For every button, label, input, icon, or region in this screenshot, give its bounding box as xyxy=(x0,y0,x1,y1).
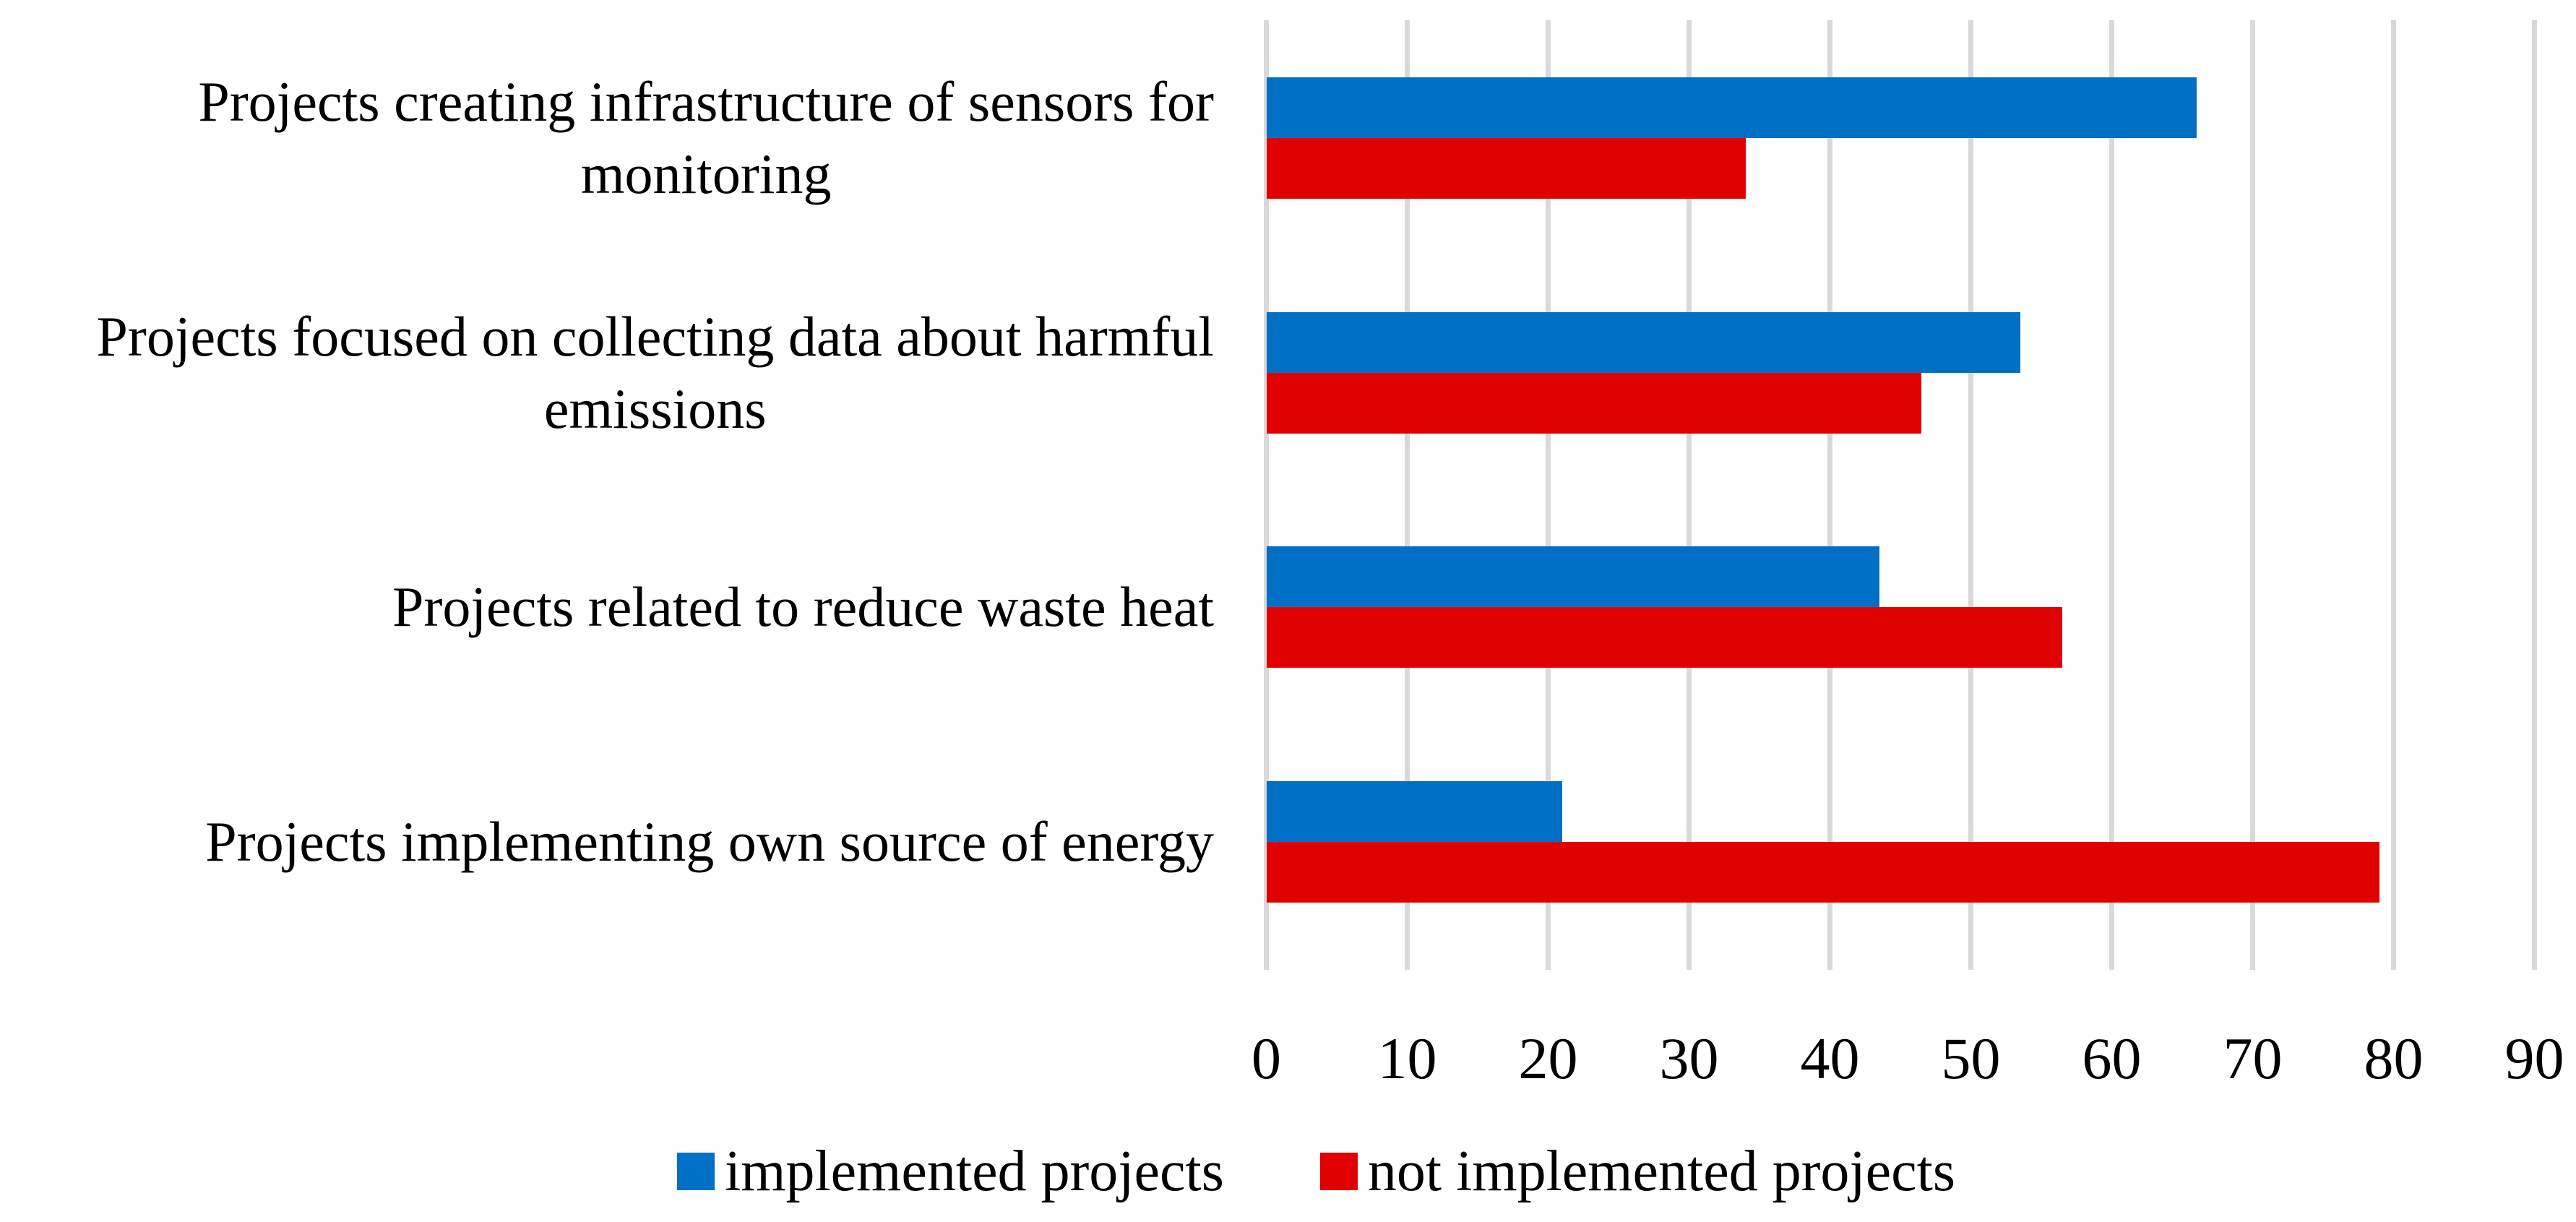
bar-implemented-cat3 xyxy=(1266,546,1879,608)
category-label-4: Projects implementing own source of ener… xyxy=(205,806,1214,878)
gridline-70 xyxy=(2250,20,2255,970)
category-label-line: emissions xyxy=(543,377,767,440)
bar-not-implemented-cat4 xyxy=(1266,842,2379,903)
gridline-60 xyxy=(2109,20,2114,970)
bar-not-implemented-cat1 xyxy=(1266,138,1746,199)
bar-not-implemented-cat3 xyxy=(1266,607,2063,668)
category-label-line: Projects implementing own source of ener… xyxy=(205,810,1214,874)
category-label-3: Projects related to reduce waste heat xyxy=(392,571,1214,643)
gridline-80 xyxy=(2391,20,2396,970)
legend-label-not-implemented: not implemented projects xyxy=(1367,1139,1956,1203)
x-tick-label-70: 70 xyxy=(2223,1025,2283,1091)
category-label-line: monitoring xyxy=(580,142,832,205)
x-tick-label-40: 40 xyxy=(1800,1025,1860,1091)
x-tick-label-60: 60 xyxy=(2082,1025,2142,1091)
category-label-line: Projects creating infrastructure of sens… xyxy=(198,70,1214,133)
not-implemented-series-swatch xyxy=(1319,1153,1358,1190)
category-label-line: Projects focused on collecting data abou… xyxy=(96,304,1214,368)
category-label-1: Projects creating infrastructure of sens… xyxy=(198,66,1214,210)
legend-item-implemented: implemented projects xyxy=(676,1139,1224,1205)
x-tick-label-20: 20 xyxy=(1518,1025,1578,1091)
gridline-90 xyxy=(2532,20,2537,970)
x-tick-label-10: 10 xyxy=(1377,1025,1437,1091)
implemented-series-swatch xyxy=(676,1153,715,1190)
bar-implemented-cat2 xyxy=(1266,311,2020,373)
gridline-50 xyxy=(1968,20,1973,970)
bar-not-implemented-cat2 xyxy=(1266,372,1922,434)
gridline-30 xyxy=(1687,20,1692,970)
x-tick-label-90: 90 xyxy=(2504,1025,2564,1091)
x-tick-label-0: 0 xyxy=(1252,1025,1281,1091)
gridline-10 xyxy=(1405,20,1410,970)
category-label-2: Projects focused on collecting data abou… xyxy=(96,301,1214,445)
x-tick-label-30: 30 xyxy=(1659,1025,1719,1091)
bar-implemented-cat4 xyxy=(1266,781,1562,843)
bar-implemented-cat1 xyxy=(1266,77,2197,138)
legend-item-not-implemented: not implemented projects xyxy=(1319,1139,1956,1205)
gridline-0 xyxy=(1264,20,1269,970)
gridline-20 xyxy=(1546,20,1551,970)
gridline-40 xyxy=(1827,20,1832,970)
x-tick-label-80: 80 xyxy=(2364,1025,2424,1091)
category-label-line: Projects related to reduce waste heat xyxy=(392,575,1214,639)
legend: implemented projects not implemented pro… xyxy=(28,1132,2576,1211)
legend-label-implemented: implemented projects xyxy=(724,1139,1224,1203)
x-tick-label-50: 50 xyxy=(1941,1025,2001,1091)
